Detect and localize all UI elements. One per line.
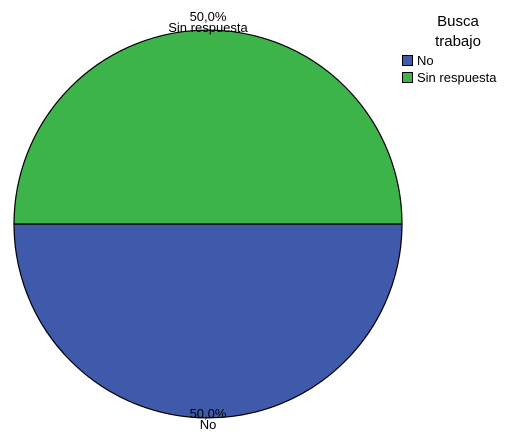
pie-slice-sin-respuesta (14, 30, 402, 224)
legend-title: Busca trabajo (402, 12, 528, 52)
pie-slice-no (14, 224, 402, 418)
legend-label-no: No (417, 53, 434, 68)
legend-label-sin-respuesta: Sin respuesta (417, 70, 497, 85)
slice-category-label: Sin respuesta (168, 20, 248, 35)
slice-category-label: No (200, 417, 217, 432)
legend-item-no: No (402, 52, 528, 69)
legend-swatch-sin-respuesta (402, 72, 413, 83)
legend-item-sin-respuesta: Sin respuesta (402, 69, 528, 86)
legend: Busca trabajo No Sin respuesta (402, 12, 528, 86)
legend-swatch-no (402, 55, 413, 66)
